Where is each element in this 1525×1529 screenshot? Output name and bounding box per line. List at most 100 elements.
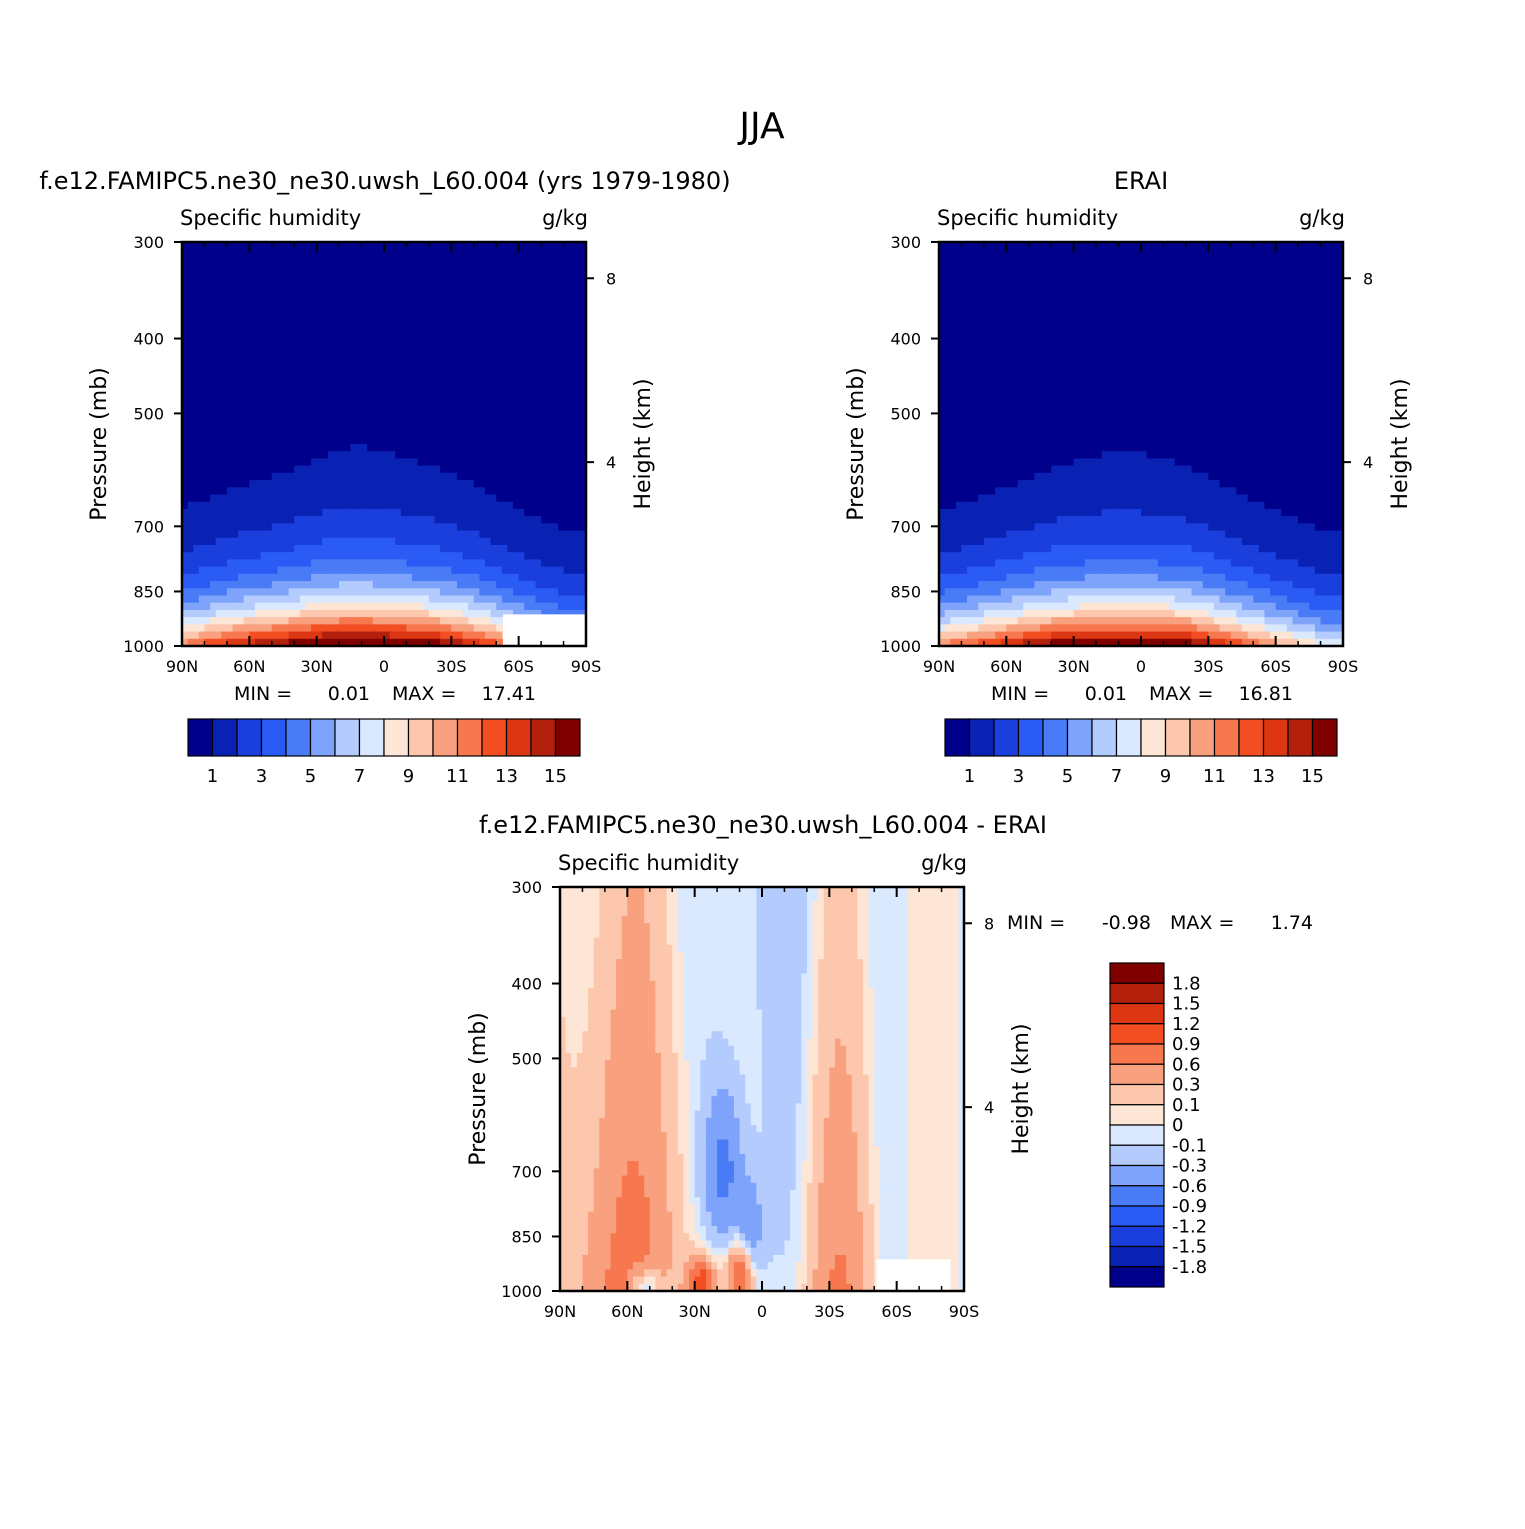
- contour-cell: [435, 422, 441, 430]
- contour-cell: [345, 502, 351, 510]
- contour-cell: [390, 523, 396, 531]
- contour-cell: [373, 350, 379, 358]
- contour-cell: [204, 379, 210, 387]
- contour-cell: [429, 552, 435, 560]
- contour-cell: [547, 401, 553, 409]
- contour-cell: [1293, 256, 1299, 264]
- contour-cell: [558, 458, 564, 466]
- contour-cell: [564, 350, 570, 358]
- contour-cell: [1119, 300, 1125, 308]
- contour-cell: [1046, 278, 1052, 286]
- contour-cell: [1225, 321, 1231, 329]
- contour-cell: [446, 264, 452, 272]
- contour-cell: [261, 321, 267, 329]
- contour-cell: [474, 329, 480, 337]
- contour-cell: [1186, 256, 1192, 264]
- contour-cell: [1242, 285, 1248, 293]
- contour-cell: [435, 451, 441, 459]
- contour-cell: [435, 552, 441, 560]
- contour-cell: [1135, 293, 1141, 301]
- contour-cell: [277, 545, 283, 553]
- contour-cell: [261, 624, 267, 632]
- contour-cell: [945, 271, 951, 279]
- contour-cell: [474, 523, 480, 531]
- contour-cell: [530, 588, 536, 596]
- colorbar-swatch: [311, 719, 336, 756]
- contour-cell: [401, 552, 407, 560]
- contour-cell: [401, 350, 407, 358]
- contour-cell: [328, 466, 334, 474]
- contour-cell: [1152, 300, 1158, 308]
- contour-cell: [1051, 307, 1057, 315]
- contour-cell: [322, 466, 328, 474]
- contour-cell: [193, 588, 199, 596]
- contour-cell: [575, 588, 581, 596]
- contour-cell: [204, 336, 210, 344]
- contour-cell: [1208, 314, 1214, 322]
- contour-cell: [395, 379, 401, 387]
- contour-cell: [541, 458, 547, 466]
- contour-cell: [435, 538, 441, 546]
- contour-cell: [496, 285, 502, 293]
- contour-cell: [575, 437, 581, 445]
- contour-cell: [1023, 271, 1029, 279]
- contour-cell: [575, 278, 581, 286]
- contour-cell: [244, 343, 250, 351]
- contour-cell: [373, 581, 379, 589]
- contour-cell: [193, 357, 199, 365]
- contour-cell: [513, 451, 519, 459]
- contour-cell: [479, 249, 485, 257]
- contour-cell: [1034, 321, 1040, 329]
- contour-cell: [294, 300, 300, 308]
- contour-cell: [227, 487, 233, 495]
- contour-cell: [530, 567, 536, 575]
- contour-cell: [1034, 249, 1040, 257]
- contour-cell: [1046, 249, 1052, 257]
- contour-cell: [249, 256, 255, 264]
- contour-cell: [474, 285, 480, 293]
- contour-cell: [373, 538, 379, 546]
- contour-cell: [221, 596, 227, 604]
- contour-cell: [457, 617, 463, 625]
- contour-cell: [552, 365, 558, 373]
- contour-cell: [1214, 300, 1220, 308]
- contour-cell: [401, 256, 407, 264]
- contour-cell: [569, 523, 575, 531]
- contour-cell: [373, 473, 379, 481]
- contour-cell: [418, 350, 424, 358]
- contour-cell: [507, 516, 513, 524]
- contour-cell: [188, 394, 194, 402]
- contour-cell: [418, 300, 424, 308]
- contour-cell: [530, 509, 536, 517]
- contour-cell: [474, 588, 480, 596]
- contour-cell: [552, 552, 558, 560]
- contour-cell: [272, 422, 278, 430]
- contour-cell: [378, 314, 384, 322]
- contour-cell: [300, 559, 306, 567]
- contour-cell: [423, 559, 429, 567]
- contour-cell: [221, 502, 227, 510]
- contour-cell: [261, 458, 267, 466]
- contour-cell: [261, 343, 267, 351]
- contour-cell: [378, 336, 384, 344]
- contour-cell: [266, 401, 272, 409]
- contour-cell: [345, 596, 351, 604]
- contour-cell: [345, 466, 351, 474]
- contour-cell: [395, 408, 401, 416]
- contour-cell: [446, 314, 452, 322]
- contour-cell: [272, 307, 278, 315]
- contour-cell: [479, 321, 485, 329]
- contour-cell: [1135, 321, 1141, 329]
- panel-model-left-string: Specific humidity: [180, 206, 361, 230]
- contour-cell: [272, 523, 278, 531]
- contour-cell: [1326, 285, 1332, 293]
- contour-cell: [440, 285, 446, 293]
- contour-cell: [1079, 314, 1085, 322]
- contour-cell: [1034, 314, 1040, 322]
- contour-cell: [238, 430, 244, 438]
- contour-cell: [463, 401, 469, 409]
- contour-cell: [485, 531, 491, 539]
- contour-cell: [1180, 285, 1186, 293]
- contour-cell: [384, 559, 390, 567]
- contour-cell: [468, 545, 474, 553]
